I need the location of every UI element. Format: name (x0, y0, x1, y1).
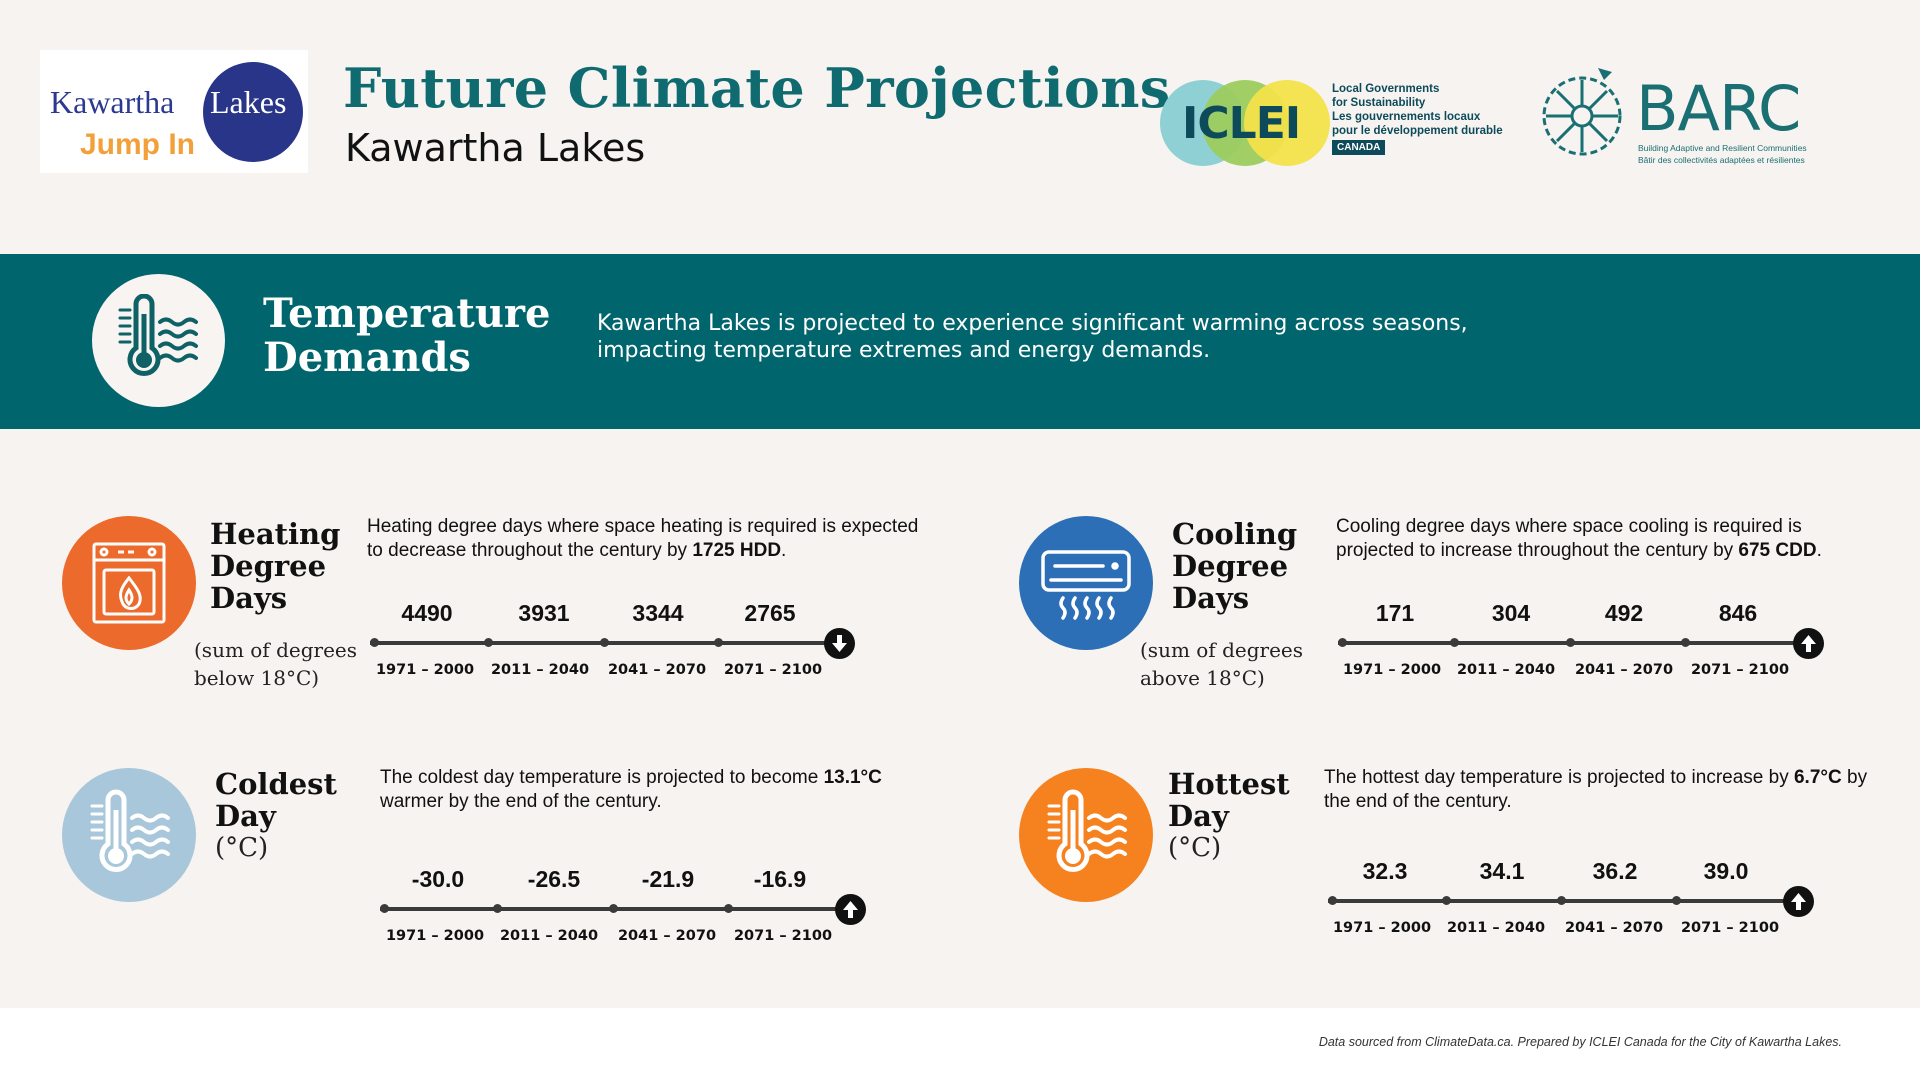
barc-tagline: Building Adaptive and Resilient Communit… (1638, 143, 1807, 165)
timeline-dot (1338, 638, 1347, 647)
timeline-period: 1971 – 2000 (385, 928, 485, 944)
timeline-period: 2041 – 2070 (607, 662, 707, 678)
hottest-title: Hottest Day (1168, 767, 1290, 833)
temperature-banner: Temperature Demands Kawartha Lakes is pr… (0, 254, 1920, 429)
timeline-period: 1971 – 2000 (1342, 662, 1442, 678)
arrow-up-icon (835, 894, 866, 925)
timeline-dot (714, 638, 723, 647)
barc-wheel-icon (1542, 68, 1622, 156)
timeline-dot (1681, 638, 1690, 647)
timeline-dot (1328, 896, 1337, 905)
timeline-value: 171 (1375, 600, 1415, 626)
timeline-value: 36.2 (1592, 858, 1638, 884)
banner-icon-circle (92, 274, 225, 407)
timeline-period: 2011 – 2040 (1446, 920, 1546, 936)
thermometer-icon (1047, 789, 1127, 872)
heating-unit: (sum of degrees below 18°C) (194, 638, 358, 690)
data-source-note: Data sourced from ClimateData.ca. Prepar… (1318, 1035, 1842, 1049)
timeline-dot (1450, 638, 1459, 647)
timeline-period: 2011 – 2040 (499, 928, 599, 944)
timeline-dot (1557, 896, 1566, 905)
timeline-period: 2071 – 2100 (1680, 920, 1780, 936)
iclei-circle-yellow (1244, 80, 1330, 166)
iclei-logo: ICLEI Local Governments for Sustainabili… (1160, 78, 1505, 168)
timeline-value: 3931 (518, 600, 570, 626)
timeline-value: 39.0 (1703, 858, 1749, 884)
timeline-dot (1672, 896, 1681, 905)
timeline-period: 2041 – 2070 (617, 928, 717, 944)
thermometer-icon (118, 294, 198, 376)
timeline-value: -21.9 (641, 866, 695, 892)
timeline-period: 1971 – 2000 (1332, 920, 1432, 936)
iclei-canada-badge: CANADA (1332, 140, 1386, 155)
timeline-value: 492 (1604, 600, 1644, 626)
timeline-period: 2071 – 2100 (723, 662, 823, 678)
timeline-value: 4490 (401, 600, 453, 626)
cooling-unit: (sum of degrees above 18°C) (1140, 638, 1304, 690)
hottest-icon-circle (1019, 768, 1153, 902)
timeline-value: 3344 (632, 600, 684, 626)
timeline-value: 34.1 (1479, 858, 1525, 884)
coldest-unit: (°C) (215, 833, 269, 863)
timeline-dot (609, 904, 618, 913)
furnace-icon (92, 542, 166, 624)
hottest-timeline: 32.3 34.1 36.2 39.0 1971 – 2000 2011 – 2… (1328, 852, 1818, 942)
heating-timeline: 4490 3931 3344 2765 1971 – 2000 2011 – 2… (370, 594, 860, 684)
timeline-period: 2071 – 2100 (1690, 662, 1790, 678)
logo-word-lakes: Lakes (210, 84, 287, 120)
cooling-icon-circle (1019, 516, 1153, 650)
timeline-dot (493, 904, 502, 913)
cooling-title: Cooling Degree Days (1172, 517, 1298, 615)
timeline-period: 1971 – 2000 (375, 662, 475, 678)
timeline-dot (600, 638, 609, 647)
barc-wordmark: BARC (1636, 72, 1801, 145)
kawartha-lakes-logo: Kawartha Lakes Jump In (40, 50, 308, 173)
timeline-value: -30.0 (411, 866, 465, 892)
timeline-value: -26.5 (527, 866, 581, 892)
logo-word-kawartha: Kawartha (50, 84, 175, 120)
timeline-dot (1442, 896, 1451, 905)
thermometer-icon (90, 789, 170, 872)
banner-title: Temperature Demands (263, 290, 551, 381)
cooling-timeline: 171 304 492 846 1971 – 2000 2011 – 2040 … (1338, 594, 1828, 684)
footer: Data sourced from ClimateData.ca. Prepar… (0, 1008, 1920, 1080)
timeline-dot (724, 904, 733, 913)
coldest-title: Coldest Day (215, 767, 337, 833)
iclei-wordmark: ICLEI (1182, 98, 1301, 149)
barc-logo: BARC Building Adaptive and Resilient Com… (1536, 62, 1816, 172)
timeline-period: 2041 – 2070 (1564, 920, 1664, 936)
banner-description: Kawartha Lakes is projected to experienc… (597, 311, 1468, 363)
page-subtitle: Kawartha Lakes (345, 126, 646, 170)
cooling-description: Cooling degree days where space cooling … (1336, 516, 1822, 561)
heating-description: Heating degree days where space heating … (367, 516, 919, 561)
timeline-value: 304 (1491, 600, 1531, 626)
hottest-description: The hottest day temperature is projected… (1324, 767, 1868, 812)
timeline-dot (370, 638, 379, 647)
timeline-period: 2071 – 2100 (733, 928, 833, 944)
logo-circle (203, 62, 303, 162)
timeline-dot (380, 904, 389, 913)
hottest-unit: (°C) (1168, 833, 1222, 863)
timeline-value: -16.9 (753, 866, 807, 892)
timeline-value: 32.3 (1362, 858, 1408, 884)
logo-tagline: Jump In (80, 128, 196, 161)
arrow-up-icon (1793, 628, 1824, 659)
timeline-value: 2765 (744, 600, 796, 626)
timeline-period: 2011 – 2040 (490, 662, 590, 678)
air-conditioner-icon (1041, 550, 1131, 620)
timeline-dot (1566, 638, 1575, 647)
coldest-icon-circle (62, 768, 196, 902)
coldest-timeline: -30.0 -26.5 -21.9 -16.9 1971 – 2000 2011… (380, 860, 870, 950)
coldest-description: The coldest day temperature is projected… (380, 767, 882, 812)
timeline-value: 846 (1718, 600, 1758, 626)
timeline-dot (484, 638, 493, 647)
arrow-down-icon (824, 628, 855, 659)
heating-title: Heating Degree Days (210, 517, 341, 615)
iclei-tagline: Local Governments for Sustainability Les… (1332, 83, 1503, 137)
timeline-period: 2011 – 2040 (1456, 662, 1556, 678)
page-title: Future Climate Projections (343, 56, 1171, 120)
arrow-up-icon (1783, 886, 1814, 917)
timeline-period: 2041 – 2070 (1574, 662, 1674, 678)
heating-icon-circle (62, 516, 196, 650)
